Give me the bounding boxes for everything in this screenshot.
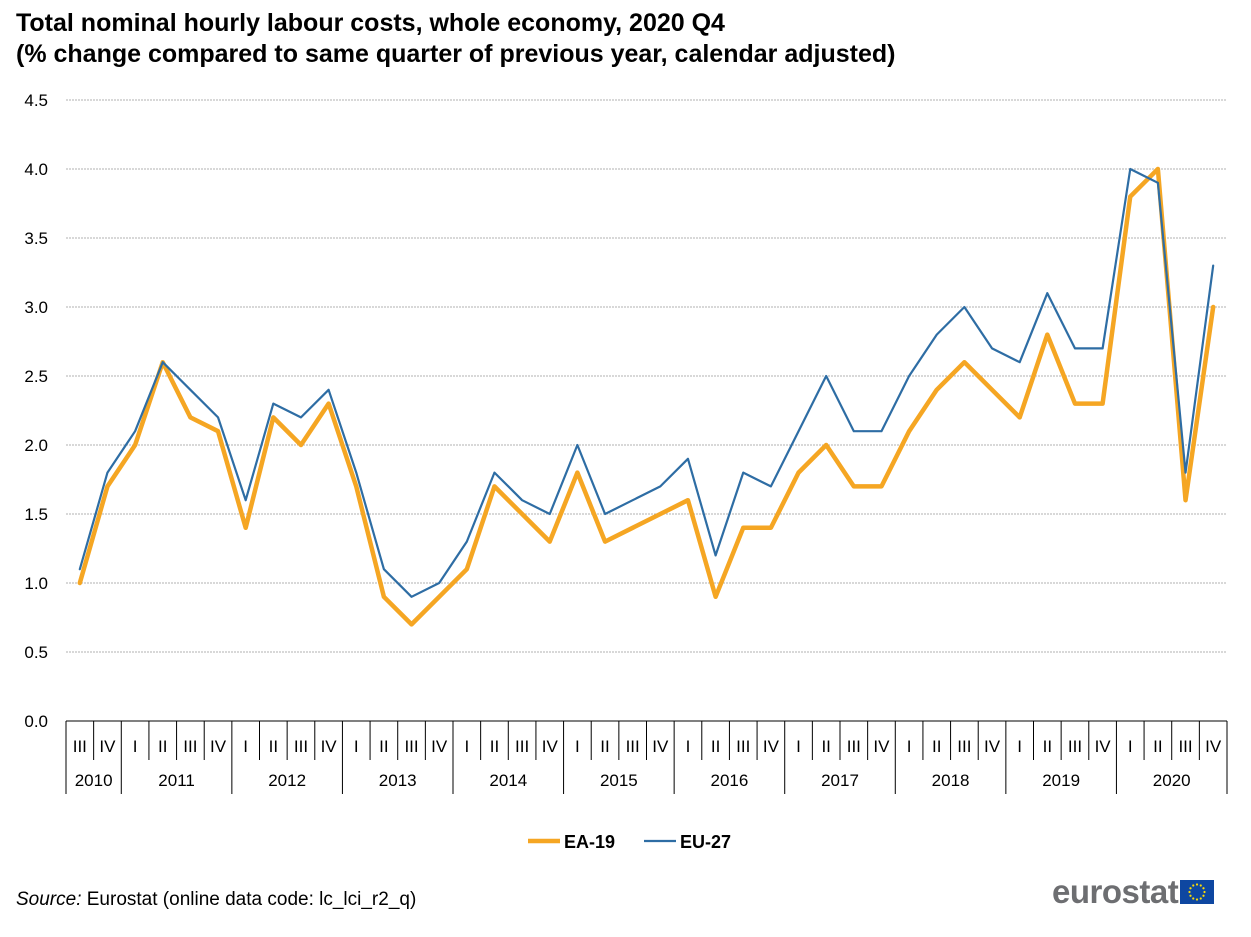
flag-star [1192, 897, 1195, 900]
x-tick-label-quarter: IV [542, 737, 559, 756]
x-tick-label-year: 2011 [158, 771, 195, 790]
flag-star [1189, 894, 1192, 897]
x-tick-label-year: 2014 [489, 771, 527, 790]
x-tick-label-quarter: I [907, 737, 912, 756]
x-tick-label-quarter: II [821, 737, 830, 756]
y-tick-label: 3.0 [24, 298, 48, 317]
x-tick-label-year: 2019 [1042, 771, 1080, 790]
x-tick-label-quarter: IV [984, 737, 1001, 756]
flag-star [1203, 890, 1206, 894]
source-note: Source: Eurostat (online data code: lc_l… [16, 889, 416, 911]
x-tick-label-quarter: II [158, 737, 167, 756]
x-tick-label-quarter: IV [1205, 737, 1222, 756]
y-tick-label: 2.0 [24, 436, 48, 455]
source-label: Source: [16, 889, 82, 910]
y-tick-label: 4.0 [24, 160, 48, 179]
x-tick-label-quarter: IV [321, 737, 338, 756]
y-tick-label: 0.0 [24, 712, 48, 731]
eurostat-logo: eurostat [1052, 873, 1215, 910]
x-tick-label-year: 2012 [268, 771, 306, 790]
flag-star [1196, 883, 1199, 886]
flag-star [1202, 894, 1205, 897]
x-tick-label-year: 2018 [932, 771, 970, 790]
x-tick-label-quarter: II [600, 737, 609, 756]
x-axis: III IV I II III IV I II III IV I II III IV I II III IV I II… [65, 720, 1228, 794]
y-tick-label: 3.5 [24, 229, 48, 248]
x-tick-label-quarter: III [1178, 737, 1192, 756]
flag-star [1196, 898, 1199, 901]
x-tick-label-quarter: II [490, 737, 499, 756]
x-tick-label-year: 2010 [75, 771, 113, 790]
x-tick-label-quarter: IV [652, 737, 669, 756]
x-tick-label-quarter: III [515, 737, 529, 756]
y-tick-label: 1.0 [24, 574, 48, 593]
x-tick-label-quarter: IV [873, 737, 890, 756]
x-tick-label-quarter: I [1128, 737, 1133, 756]
y-tick-label: 4.5 [24, 91, 48, 110]
x-tick-label-quarter: II [932, 737, 941, 756]
x-tick-label-quarter: II [711, 737, 720, 756]
x-tick-label-quarter: IV [210, 737, 227, 756]
flag-star [1192, 884, 1195, 887]
x-tick-label-quarter: IV [99, 737, 116, 756]
legend-label-eu-27: EU-27 [680, 832, 731, 852]
x-tick-label-quarter: I [133, 737, 138, 756]
x-tick-label-quarter: III [73, 737, 87, 756]
series-line-eu-27 [78, 167, 1215, 598]
flag-star [1202, 887, 1205, 890]
x-tick-label-quarter: III [183, 737, 197, 756]
eu-flag-icon [1180, 880, 1215, 904]
x-tick-label-quarter: I [686, 737, 691, 756]
x-tick-label-quarter: I [575, 737, 580, 756]
x-tick-label-quarter: IV [1095, 737, 1112, 756]
x-tick-label-quarter: III [294, 737, 308, 756]
y-tick-label: 2.5 [24, 367, 48, 386]
x-tick-label-quarter: III [957, 737, 971, 756]
x-tick-label-quarter: III [626, 737, 640, 756]
x-tick-label-year: 2013 [379, 771, 417, 790]
source-text: Eurostat (online data code: lc_lci_r2_q) [81, 889, 417, 910]
x-tick-label-quarter: IV [431, 737, 448, 756]
x-tick-label-year: 2017 [821, 771, 859, 790]
flag-star [1188, 890, 1191, 894]
x-tick-label-year: 2016 [711, 771, 749, 790]
chart-title-line2: (% change compared to same quarter of pr… [16, 40, 896, 68]
data-series [77, 166, 1216, 627]
x-tick-label-quarter: III [847, 737, 861, 756]
chart-title-line1: Total nominal hourly labour costs, whole… [16, 9, 725, 37]
x-tick-label-year: 2020 [1153, 771, 1191, 790]
y-axis-tick-labels: 0.0 0.5 1.0 1.5 2.0 2.5 3.0 3.5 4.0 4.5 [24, 91, 48, 731]
x-tick-label-year: 2015 [600, 771, 638, 790]
legend-label-ea-19: EA-19 [564, 832, 615, 852]
grid-lines [66, 99, 1227, 653]
x-tick-label-quarter: III [404, 737, 418, 756]
x-tick-label-quarter: II [1043, 737, 1052, 756]
x-tick-label-quarter: I [354, 737, 359, 756]
y-tick-label: 1.5 [24, 505, 48, 524]
x-tick-label-quarter: III [736, 737, 750, 756]
y-tick-label: 0.5 [24, 643, 48, 662]
eurostat-logo-text: eurostat [1052, 873, 1179, 910]
x-tick-label-quarter: II [1153, 737, 1162, 756]
x-tick-label-quarter: II [269, 737, 278, 756]
x-tick-label-quarter: I [796, 737, 801, 756]
flag-star [1189, 887, 1192, 890]
x-tick-label-quarter: I [464, 737, 469, 756]
flag-star [1199, 884, 1203, 887]
chart-title: Total nominal hourly labour costs, whole… [16, 8, 895, 70]
x-tick-label-quarter: I [243, 737, 248, 756]
x-tick-label-quarter: III [1068, 737, 1082, 756]
legend: EA-19 EU-27 [528, 832, 731, 852]
flag-star [1199, 897, 1203, 900]
series-line-ea-19 [77, 166, 1216, 627]
x-tick-label-quarter: IV [763, 737, 780, 756]
x-tick-label-quarter: II [379, 737, 388, 756]
x-tick-label-quarter: I [1017, 737, 1022, 756]
